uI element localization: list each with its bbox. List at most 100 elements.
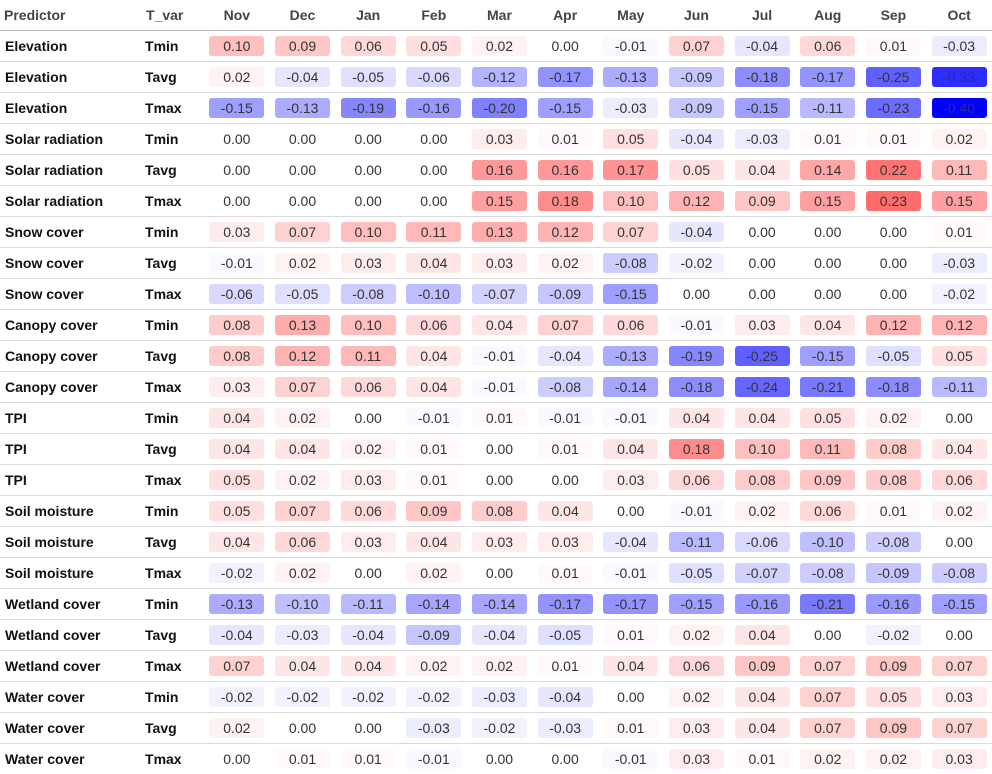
value-cell: 0.06: [335, 495, 401, 527]
value-cell: 0.00: [204, 744, 270, 774]
value-chip: 0.05: [209, 470, 265, 490]
value-chip: 0.02: [406, 656, 462, 676]
value-chip: 0.00: [340, 129, 396, 149]
value-cell: 0.15: [466, 185, 533, 217]
value-chip: 0.07: [275, 501, 330, 521]
value-chip: -0.02: [275, 687, 330, 707]
value-chip: 0.00: [865, 284, 921, 304]
value-chip: 0.04: [603, 439, 659, 459]
value-chip: -0.01: [406, 749, 462, 769]
value-chip: 0.00: [865, 253, 921, 273]
value-chip: -0.05: [340, 67, 396, 87]
value-cell: -0.02: [926, 278, 992, 310]
value-chip: 0.01: [537, 656, 593, 676]
t-var-cell: Tavg: [142, 526, 205, 558]
value-chip: 0.16: [471, 160, 527, 180]
value-cell: -0.16: [860, 588, 927, 620]
value-cell: -0.01: [466, 371, 533, 403]
value-cell: 0.00: [532, 30, 598, 62]
value-chip: 0.04: [209, 408, 265, 428]
t-var-cell: Tavg: [142, 154, 205, 186]
value-chip: 0.01: [471, 408, 527, 428]
value-chip: 0.11: [340, 346, 396, 366]
value-cell: -0.03: [532, 712, 598, 744]
value-chip: 0.05: [603, 129, 659, 149]
value-chip: -0.17: [537, 67, 593, 87]
value-cell: -0.11: [794, 92, 861, 124]
value-chip: -0.15: [800, 346, 856, 366]
value-cell: -0.06: [400, 61, 467, 93]
table-row: TPI Tavg 0.04 0.04 0.02 0.01 0.00 0.01 0.04 0.18 0…: [0, 433, 992, 465]
value-cell: 0.00: [400, 123, 467, 155]
value-chip: 0.05: [865, 687, 921, 707]
predictor-cell: Canopy cover: [0, 371, 143, 403]
value-cell: 0.00: [269, 185, 336, 217]
value-chip: 0.07: [275, 222, 330, 242]
t-var-cell: Tmax: [142, 185, 205, 217]
value-cell: 0.06: [926, 464, 992, 496]
value-cell: 0.02: [269, 557, 336, 589]
value-chip: -0.25: [734, 346, 790, 366]
value-cell: 0.06: [794, 495, 861, 527]
value-cell: -0.19: [335, 92, 401, 124]
value-chip: 0.07: [931, 718, 987, 738]
value-chip: -0.08: [537, 377, 593, 397]
value-chip: 0.09: [406, 501, 462, 521]
value-chip: -0.05: [668, 563, 724, 583]
value-cell: 0.04: [597, 433, 664, 465]
value-chip: 0.02: [275, 408, 330, 428]
predictor-cell: Wetland cover: [0, 619, 143, 651]
value-chip: -0.03: [537, 718, 593, 738]
table-row: Elevation Tmax -0.15 -0.13 -0.19 -0.16 -0.20 -0…: [0, 92, 992, 124]
value-chip: -0.03: [275, 625, 330, 645]
value-chip: -0.19: [668, 346, 724, 366]
value-chip: 0.02: [800, 749, 856, 769]
value-cell: 0.03: [926, 744, 992, 774]
value-chip: 0.04: [800, 315, 856, 335]
value-cell: 0.03: [335, 247, 401, 279]
predictor-cell: TPI: [0, 433, 143, 465]
value-chip: 0.09: [865, 718, 921, 738]
value-chip: -0.03: [406, 718, 462, 738]
value-cell: 0.00: [794, 278, 861, 310]
value-cell: 0.00: [467, 744, 533, 774]
value-cell: 0.03: [466, 526, 533, 558]
value-cell: -0.09: [400, 619, 467, 651]
value-cell: -0.04: [335, 619, 401, 651]
value-chip: 0.04: [734, 687, 790, 707]
value-chip: 0.00: [340, 563, 396, 583]
t-var-cell: Tmax: [142, 557, 205, 589]
predictor-cell: Solar radiation: [0, 123, 143, 155]
predictor-cell: Water cover: [0, 712, 143, 744]
t-var-cell: Tavg: [142, 433, 205, 465]
value-cell: 0.16: [532, 154, 598, 186]
value-chip: -0.03: [603, 98, 659, 118]
value-cell: 0.02: [335, 433, 401, 465]
value-chip: 0.02: [471, 656, 527, 676]
value-cell: -0.11: [335, 588, 401, 620]
value-chip: -0.08: [603, 253, 659, 273]
value-cell: -0.09: [860, 557, 927, 589]
value-cell: -0.01: [598, 744, 664, 774]
value-cell: -0.09: [532, 278, 598, 310]
value-cell: -0.06: [204, 278, 270, 310]
value-chip: -0.05: [865, 346, 921, 366]
value-cell: 0.03: [466, 123, 533, 155]
value-chip: -0.24: [734, 377, 790, 397]
value-chip: -0.04: [340, 625, 396, 645]
value-chip: 0.00: [734, 222, 790, 242]
value-cell: -0.15: [926, 588, 992, 620]
value-cell: 0.04: [269, 650, 336, 682]
value-chip: -0.16: [406, 98, 462, 118]
value-cell: 0.06: [269, 526, 336, 558]
value-cell: -0.13: [597, 61, 664, 93]
value-chip: -0.18: [668, 377, 724, 397]
value-chip: 0.00: [931, 625, 987, 645]
value-chip: 0.04: [537, 501, 593, 521]
value-cell: 0.07: [269, 495, 336, 527]
value-chip: 0.00: [603, 501, 659, 521]
value-cell: -0.04: [532, 681, 598, 713]
value-cell: 0.04: [400, 371, 467, 403]
value-cell: 0.04: [794, 309, 861, 341]
t-var-cell: Tavg: [142, 619, 205, 651]
